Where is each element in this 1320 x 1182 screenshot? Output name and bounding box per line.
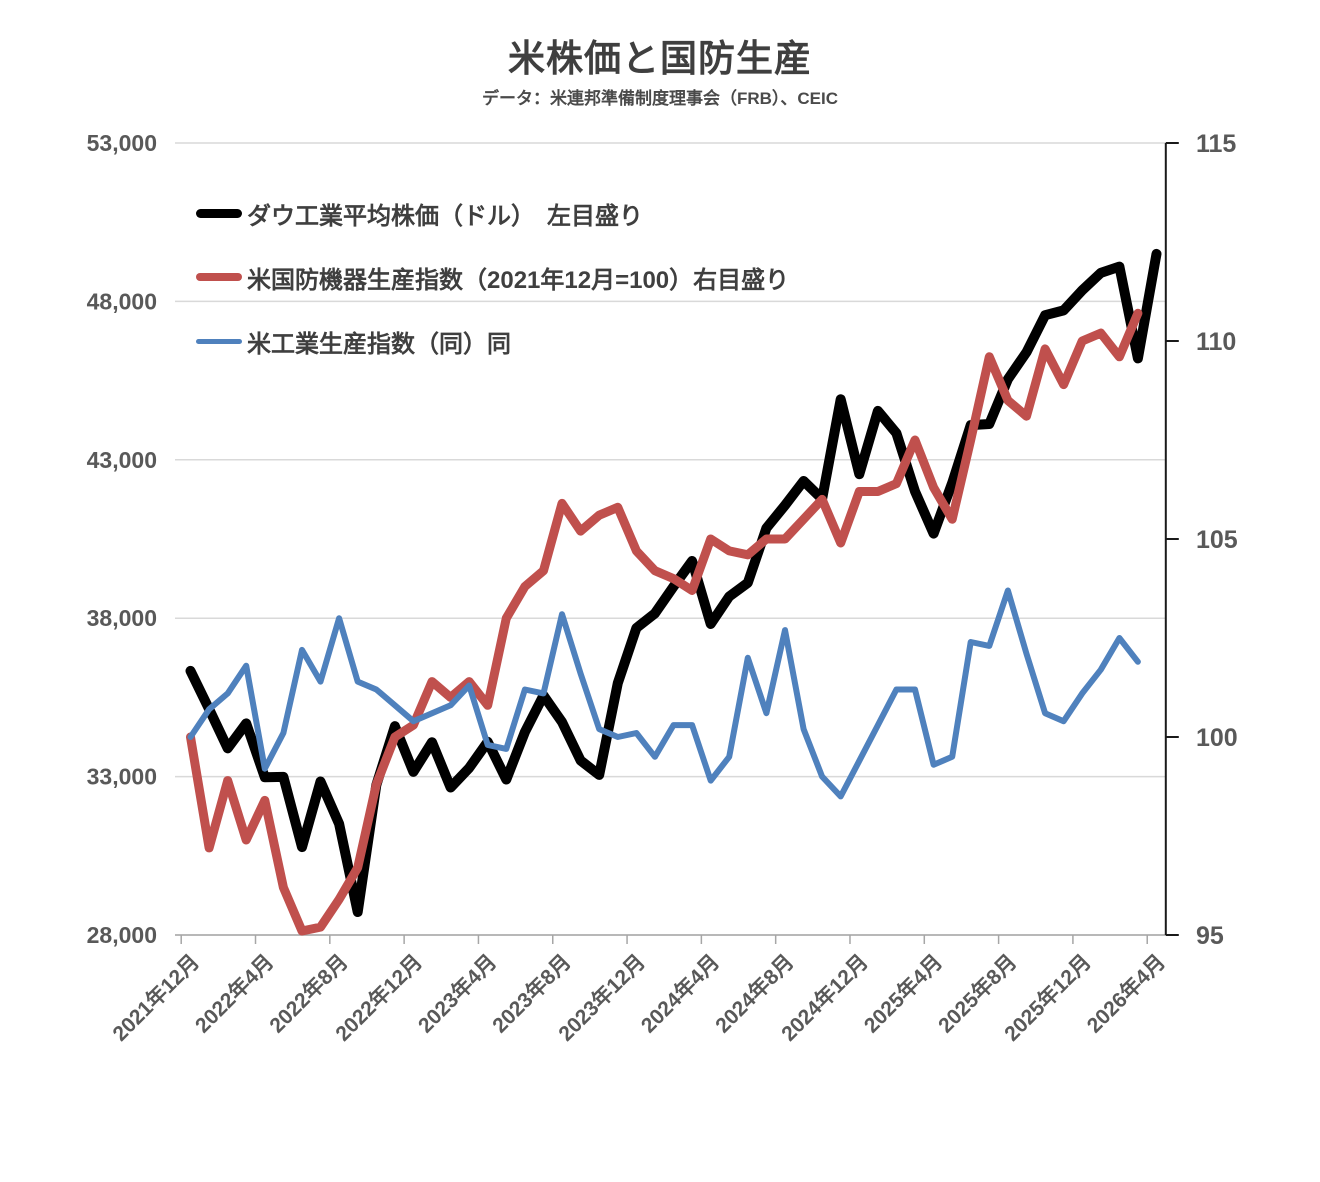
left-axis-labels: 53,000 48,000 43,000 38,000 33,000 28,000	[87, 130, 157, 948]
legend-item-dow: ダウ工業平均株価（ドル） 左目盛り	[196, 198, 789, 230]
x-axis-label: 2025年4月	[859, 950, 947, 1038]
right-axis-label: 100	[1196, 724, 1238, 752]
x-axis-labels: 2021年12月2022年4月2022年8月2022年12月2023年4月202…	[108, 950, 1170, 1046]
left-axis-label: 33,000	[87, 764, 157, 790]
x-axis-label: 2022年4月	[190, 950, 278, 1038]
industrial-series-line	[187, 587, 1141, 800]
right-axis-label: 115	[1196, 130, 1236, 158]
x-axis-label: 2024年4月	[636, 950, 724, 1038]
left-axis-label: 53,000	[87, 130, 157, 156]
industrial-series-swatch-icon	[196, 338, 242, 344]
left-axis-label: 38,000	[87, 605, 157, 631]
left-axis-label: 43,000	[87, 447, 157, 473]
right-axis-label: 105	[1196, 526, 1238, 554]
legend-label-dow: ダウ工業平均株価（ドル） 左目盛り	[247, 202, 643, 230]
chart-title: 米株価と国防生産	[508, 38, 812, 79]
dow-series-swatch-icon	[196, 208, 242, 218]
chart-subtitle: データ：米連邦準備制度理事会（FRB）、CEIC	[481, 89, 839, 108]
right-axis-label: 110	[1196, 328, 1236, 356]
right-axis-label: 95	[1196, 922, 1224, 950]
x-axis-label: 2021年12月	[108, 950, 204, 1046]
left-axis-label: 28,000	[87, 922, 157, 948]
right-axis: 115 110 105 100 95	[1164, 130, 1238, 950]
chart-legend: ダウ工業平均株価（ドル） 左目盛り 米国防機器生産指数（2021年12月=100…	[196, 198, 789, 390]
legend-label-industrial: 米工業生産指数（同）同	[247, 330, 511, 358]
x-axis-label: 2026年4月	[1082, 950, 1170, 1038]
legend-label-defense: 米国防機器生産指数（2021年12月=100）右目盛り	[247, 266, 790, 294]
series-lines	[185, 248, 1162, 936]
legend-item-industrial: 米工業生産指数（同）同	[196, 326, 789, 358]
defense-series-line	[186, 308, 1143, 936]
x-axis	[175, 934, 1166, 944]
legend-item-defense: 米国防機器生産指数（2021年12月=100）右目盛り	[196, 262, 790, 294]
left-axis-label: 48,000	[87, 288, 157, 314]
defense-series-swatch-icon	[196, 273, 242, 281]
x-axis-label: 2023年4月	[413, 950, 501, 1038]
